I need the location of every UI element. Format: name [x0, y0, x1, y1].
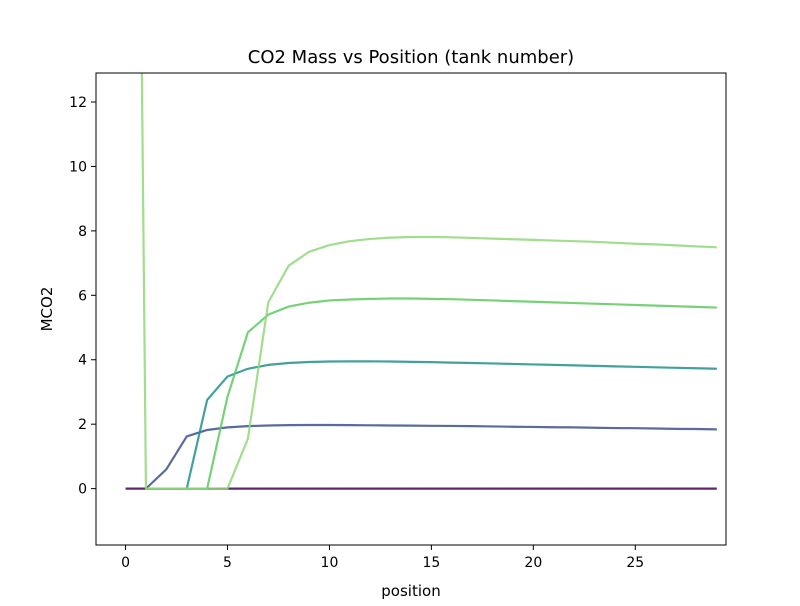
x-tick-label: 20	[524, 555, 542, 571]
series-line-3	[145, 360, 717, 490]
y-tick-label: 4	[78, 353, 87, 369]
x-tick-label: 10	[321, 555, 339, 571]
y-tick-label: 0	[78, 482, 87, 498]
x-tick-label: 5	[223, 555, 232, 571]
chart-title: CO2 Mass vs Position (tank number)	[248, 47, 574, 68]
x-tick-label: 0	[121, 555, 130, 571]
axis-layer: 0 5 10 15 20 25 0 2 4 6 8 10 12	[69, 95, 644, 571]
x-tick-label: 15	[422, 555, 440, 571]
x-axis-label: position	[381, 582, 440, 600]
x-tick-label: 25	[626, 555, 644, 571]
y-axis-label: MCO2	[38, 287, 56, 332]
series-line-2	[145, 423, 717, 490]
y-tick-label: 6	[78, 288, 87, 304]
plot-frame	[95, 72, 727, 546]
y-tick-label: 10	[69, 159, 87, 175]
y-tick-label: 12	[69, 95, 87, 111]
y-tick-label: 8	[78, 224, 87, 240]
y-tick-label: 2	[78, 417, 87, 433]
series-line-5	[140, 73, 717, 490]
series-line-4	[145, 297, 717, 490]
series-layer	[125, 73, 717, 490]
